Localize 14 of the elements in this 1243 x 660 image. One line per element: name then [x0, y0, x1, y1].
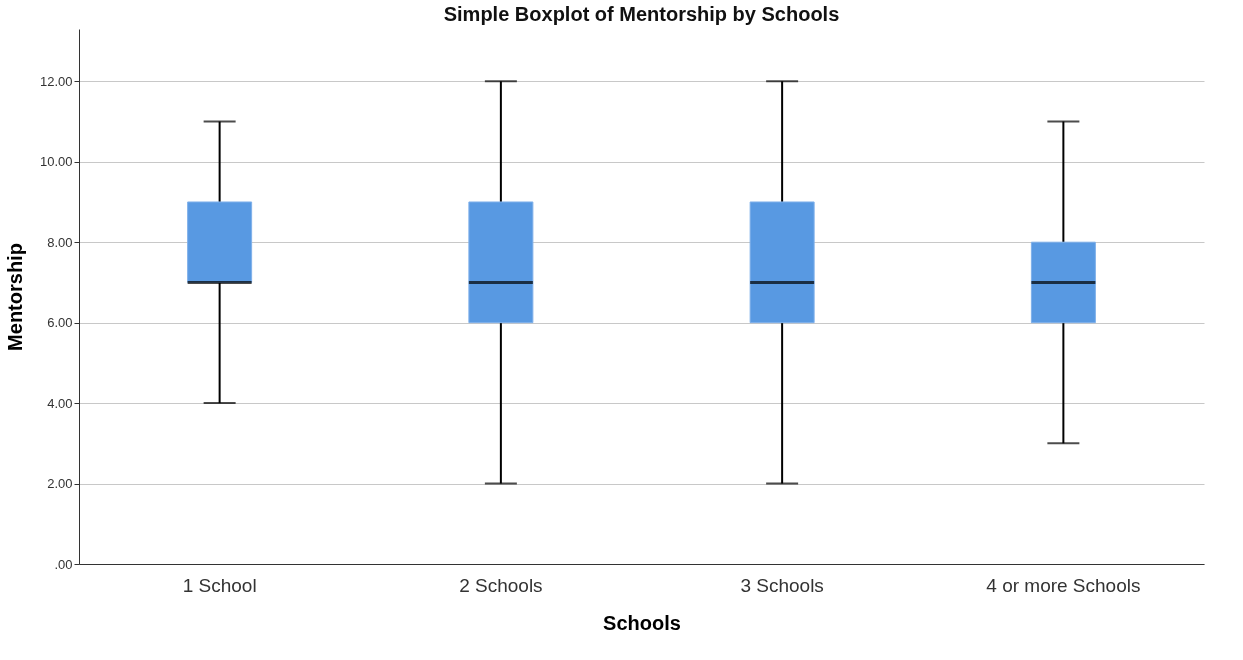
x-tick-label: 4 or more Schools — [986, 574, 1141, 596]
y-tick-label: .00 — [54, 556, 73, 572]
y-tick-label: 10.00 — [39, 154, 73, 170]
chart-title: Simple Boxplot of Mentorship by Schools — [443, 3, 840, 25]
x-tick-label: 3 Schools — [740, 574, 824, 596]
x-tick-label: 2 Schools — [459, 574, 543, 596]
y-tick-label: 2.00 — [47, 476, 73, 492]
y-tick-label: 6.00 — [47, 315, 73, 331]
y-axis-title: Mentorship — [3, 243, 26, 351]
y-tick-label: 8.00 — [47, 234, 73, 250]
y-tick-label: 4.00 — [47, 395, 73, 411]
x-axis-title: Schools — [603, 611, 681, 634]
y-tick-label: 12.00 — [39, 73, 73, 89]
x-tick-label: 1 School — [182, 574, 257, 596]
